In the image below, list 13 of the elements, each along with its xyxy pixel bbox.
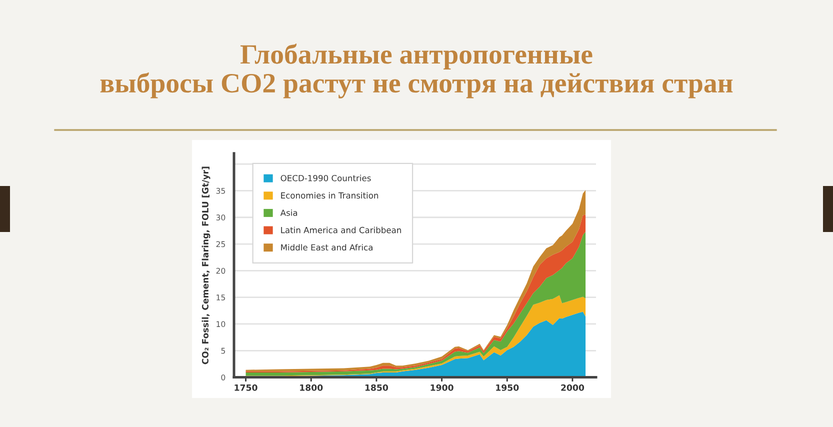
chart-title: Глобальные антропогенные выбросы CO2 растут не смотря на действия стран: [100, 44, 733, 98]
legend-label: Economies in Transition: [281, 192, 378, 199]
x-tick-label: 1950: [496, 384, 519, 391]
legend-label: Middle East and Africa: [281, 244, 372, 251]
y-axis-title: CO₂ Fossil, Cement, Flaring, FOLU [Gt/yr]: [202, 166, 210, 364]
x-tick-label: 2000: [561, 384, 584, 391]
x-tick-label: 1800: [300, 384, 323, 391]
legend-label: Latin America and Caribbean: [281, 226, 401, 234]
x-tick-label: 1750: [234, 384, 258, 391]
x-tick-label: 1900: [430, 384, 454, 391]
x-tick-label: 1850: [365, 384, 388, 391]
legend-label: OECD-1990 Countries: [280, 174, 371, 182]
legend-label: Asia: [280, 209, 298, 216]
